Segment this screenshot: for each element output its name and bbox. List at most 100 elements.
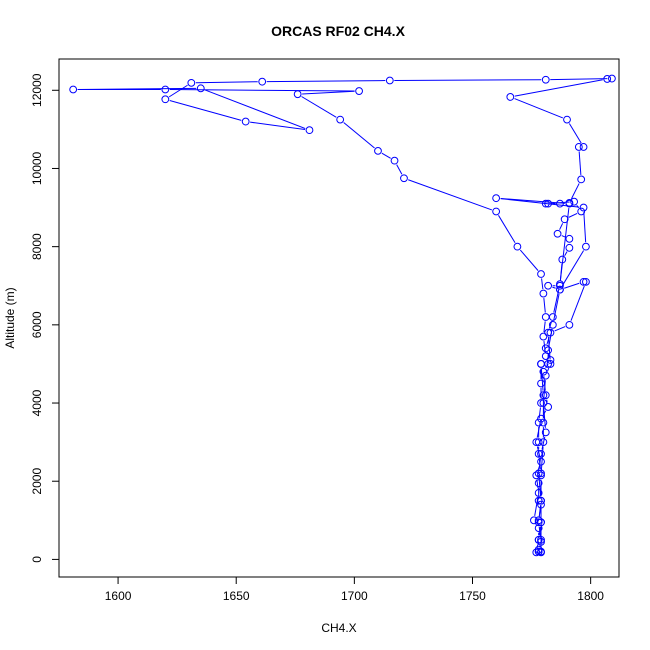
series-segment — [195, 81, 258, 84]
data-series — [530, 277, 590, 557]
series-segment — [546, 336, 550, 345]
series-segment — [543, 321, 546, 333]
series-segment — [543, 376, 546, 391]
data-point — [537, 399, 545, 407]
series-segment — [543, 380, 546, 399]
data-point — [579, 143, 588, 151]
plot-frame — [58, 58, 620, 578]
series-segment — [561, 235, 566, 238]
data-point — [537, 548, 545, 557]
data-point — [544, 346, 553, 355]
series-segment — [408, 179, 493, 211]
series-segment — [169, 89, 355, 92]
series-segment — [548, 329, 553, 346]
y-axis: 0 2000 4000 6000 8000 10000 12000 — [30, 73, 60, 563]
data-point — [541, 199, 550, 208]
x-tick-label: 1700 — [341, 589, 368, 603]
data-point — [161, 95, 170, 104]
series-segment — [538, 407, 541, 419]
data-point — [293, 90, 302, 99]
series-segment — [543, 297, 546, 313]
data-point — [534, 518, 543, 527]
data-point — [579, 277, 588, 286]
series-segment — [302, 90, 355, 95]
series-segment — [570, 285, 585, 321]
y-tick-label: 12000 — [30, 73, 44, 107]
data-point — [539, 289, 548, 298]
series-segment — [546, 367, 550, 372]
series-segment — [168, 84, 188, 98]
data-point — [603, 75, 612, 83]
data-point — [385, 76, 394, 85]
series-segment — [536, 479, 539, 489]
y-tick-label: 8000 — [30, 233, 44, 260]
data-point — [492, 207, 501, 216]
data-point — [546, 360, 555, 368]
data-point — [563, 115, 571, 124]
data-point — [534, 418, 543, 427]
data-point — [556, 285, 564, 294]
data-point — [187, 78, 196, 87]
series-segment — [546, 399, 548, 403]
data-point — [548, 313, 557, 321]
data-point — [258, 77, 267, 86]
y-tick-label: 10000 — [30, 151, 44, 185]
data-point — [534, 516, 543, 525]
data-point — [537, 379, 545, 388]
series-segment — [553, 293, 560, 321]
y-tick-label: 0 — [30, 556, 44, 563]
series-segment — [301, 96, 337, 118]
series-segment — [568, 123, 582, 144]
series-segment — [536, 422, 541, 438]
data-point — [534, 545, 543, 554]
series-segment — [394, 79, 542, 81]
data-point — [400, 174, 408, 183]
data-point — [544, 360, 553, 368]
data-point — [544, 199, 553, 208]
series-segment — [250, 121, 306, 131]
series-segment — [561, 250, 585, 287]
data-point — [539, 438, 548, 447]
series-segment — [500, 198, 580, 208]
data-point — [506, 93, 515, 101]
data-point — [579, 203, 588, 212]
series-segment — [536, 544, 539, 549]
data-point — [534, 535, 543, 544]
x-tick-label: 1650 — [223, 589, 250, 603]
data-point — [539, 391, 548, 400]
data-point — [546, 328, 555, 337]
data-point — [539, 332, 548, 341]
data-point — [355, 87, 363, 95]
series-segment — [578, 151, 582, 175]
data-series — [69, 74, 616, 556]
data-point — [541, 313, 550, 321]
series-segment — [514, 98, 564, 119]
data-point — [161, 85, 170, 94]
data-point — [537, 270, 545, 278]
series-segment — [396, 164, 403, 175]
data-point — [534, 438, 543, 447]
series-segment — [538, 505, 542, 518]
series-segment — [381, 152, 391, 159]
data-point — [544, 281, 553, 290]
data-point — [534, 479, 543, 488]
series-segment — [540, 368, 544, 391]
series-segment — [77, 87, 197, 90]
data-point — [537, 457, 545, 466]
series-segment — [583, 212, 587, 243]
x-tick-label: 1750 — [459, 589, 486, 603]
data-point — [241, 117, 250, 126]
series-segment — [169, 99, 242, 121]
data-point — [537, 360, 545, 368]
x-tick-label: 1600 — [105, 589, 132, 603]
series-segment — [536, 446, 541, 458]
data-point — [196, 84, 205, 93]
data-point — [577, 175, 586, 184]
data-point — [558, 255, 567, 264]
data-point — [537, 414, 545, 423]
series-segment — [266, 80, 386, 83]
data-point — [565, 243, 574, 252]
data-point — [537, 449, 545, 458]
y-axis-label: Altitude (m) — [3, 287, 17, 348]
data-point — [530, 516, 538, 525]
